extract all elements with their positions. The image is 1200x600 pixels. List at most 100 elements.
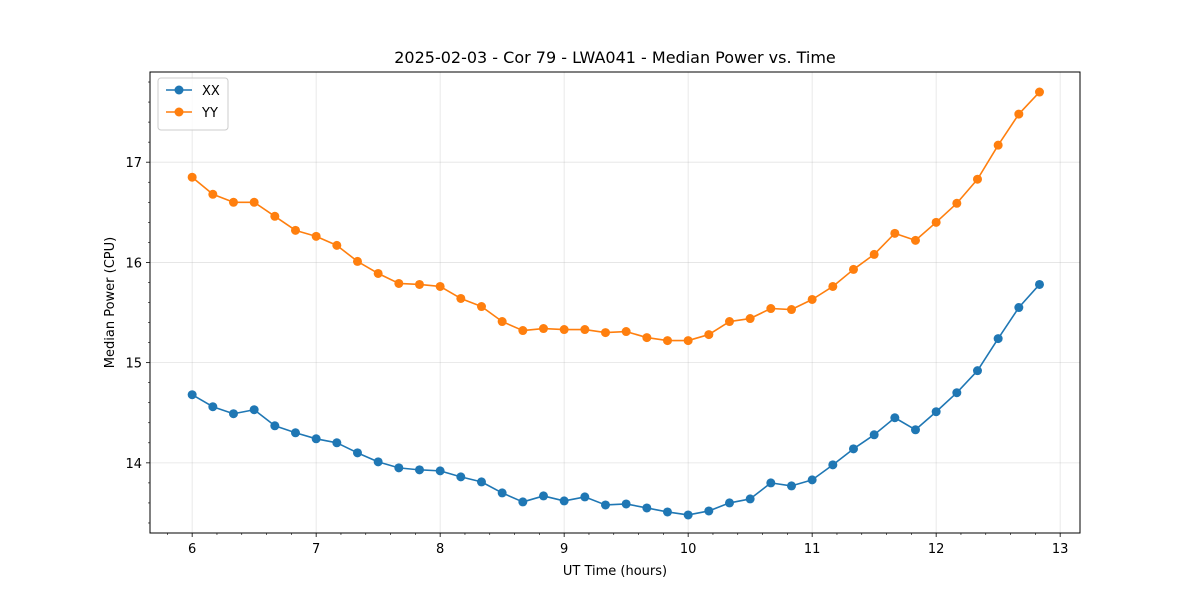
data-point-xx bbox=[662, 507, 672, 517]
data-point-yy bbox=[869, 249, 879, 259]
data-point-yy bbox=[786, 305, 796, 315]
data-point-xx bbox=[352, 448, 362, 458]
data-point-yy bbox=[931, 217, 941, 227]
data-point-xx bbox=[249, 405, 259, 415]
data-point-yy bbox=[435, 281, 445, 291]
y-tick-label: 16 bbox=[125, 256, 142, 271]
data-point-xx bbox=[910, 425, 920, 435]
data-point-yy bbox=[187, 172, 197, 182]
data-point-yy bbox=[538, 324, 548, 334]
x-tick-label: 7 bbox=[312, 542, 320, 557]
data-point-yy bbox=[270, 211, 280, 221]
x-axis-label: UT Time (hours) bbox=[563, 564, 667, 579]
x-tick-label: 13 bbox=[1052, 542, 1069, 557]
data-point-yy bbox=[228, 197, 238, 207]
data-point-yy bbox=[890, 228, 900, 238]
data-point-xx bbox=[724, 498, 734, 508]
data-point-xx bbox=[766, 478, 776, 488]
data-point-yy bbox=[683, 336, 693, 346]
data-point-yy bbox=[1014, 109, 1024, 119]
data-point-yy bbox=[456, 293, 466, 303]
data-point-xx bbox=[1014, 303, 1024, 313]
data-point-yy bbox=[290, 225, 300, 235]
data-point-yy bbox=[642, 333, 652, 343]
legend-label: YY bbox=[201, 106, 218, 121]
data-point-xx bbox=[414, 465, 424, 475]
data-point-yy bbox=[621, 327, 631, 337]
data-point-yy bbox=[580, 325, 590, 335]
y-axis-label: Median Power (CPU) bbox=[103, 237, 118, 368]
data-point-yy bbox=[208, 189, 218, 199]
y-tick-label: 17 bbox=[125, 156, 142, 171]
legend: XX YY bbox=[157, 77, 229, 131]
data-point-yy bbox=[559, 325, 569, 335]
data-point-yy bbox=[249, 197, 259, 207]
data-point-xx bbox=[270, 421, 280, 431]
chart-title: 2025-02-03 - Cor 79 - LWA041 - Median Po… bbox=[394, 48, 836, 67]
legend-label: XX bbox=[202, 84, 220, 99]
data-point-xx bbox=[311, 434, 321, 444]
data-point-xx bbox=[704, 506, 714, 516]
data-point-xx bbox=[890, 413, 900, 423]
data-point-xx bbox=[972, 366, 982, 376]
data-point-yy bbox=[332, 240, 342, 250]
data-point-xx bbox=[559, 496, 569, 506]
data-point-xx bbox=[435, 466, 445, 476]
data-point-xx bbox=[931, 407, 941, 417]
data-point-xx bbox=[683, 510, 693, 520]
data-point-xx bbox=[580, 492, 590, 502]
y-tick-label: 14 bbox=[125, 457, 142, 472]
legend-entry-xx: XX bbox=[166, 84, 220, 99]
grid bbox=[150, 72, 1080, 533]
data-point-yy bbox=[724, 317, 734, 327]
data-point-xx bbox=[621, 499, 631, 509]
data-point-yy bbox=[807, 294, 817, 304]
data-point-yy bbox=[993, 140, 1003, 150]
data-point-xx bbox=[538, 491, 548, 501]
x-tick-label: 6 bbox=[188, 542, 196, 557]
data-point-yy bbox=[497, 317, 507, 327]
data-point-yy bbox=[476, 302, 486, 312]
data-point-yy bbox=[952, 198, 962, 208]
data-point-yy bbox=[972, 174, 982, 184]
data-point-xx bbox=[456, 472, 466, 482]
data-point-xx bbox=[208, 402, 218, 412]
data-point-xx bbox=[1034, 279, 1044, 289]
data-point-xx bbox=[745, 494, 755, 504]
data-point-yy bbox=[704, 330, 714, 340]
x-tick-label: 10 bbox=[680, 542, 697, 557]
data-point-xx bbox=[373, 457, 383, 467]
data-point-yy bbox=[414, 279, 424, 289]
data-point-xx bbox=[228, 409, 238, 419]
data-point-yy bbox=[394, 278, 404, 288]
data-point-xx bbox=[187, 390, 197, 400]
data-point-xx bbox=[952, 388, 962, 398]
data-point-yy bbox=[1034, 87, 1044, 97]
data-point-yy bbox=[848, 264, 858, 274]
data-point-xx bbox=[807, 475, 817, 485]
data-point-xx bbox=[394, 463, 404, 473]
data-point-yy bbox=[373, 268, 383, 278]
data-point-xx bbox=[993, 334, 1003, 344]
data-point-xx bbox=[332, 438, 342, 448]
data-point-yy bbox=[662, 336, 672, 346]
series-xx bbox=[187, 279, 1044, 520]
data-point-xx bbox=[600, 500, 610, 510]
data-point-xx bbox=[476, 477, 486, 487]
series-layer bbox=[187, 87, 1044, 520]
data-point-yy bbox=[518, 326, 528, 336]
x-axis: 6 7 8 9 10 11 12 13 bbox=[167, 533, 1068, 557]
x-tick-label: 12 bbox=[928, 542, 945, 557]
data-point-yy bbox=[766, 304, 776, 314]
data-point-xx bbox=[642, 503, 652, 513]
data-point-xx bbox=[518, 497, 528, 507]
y-axis: 14 15 16 17 bbox=[125, 81, 150, 524]
data-point-yy bbox=[311, 231, 321, 241]
data-point-xx bbox=[828, 460, 838, 470]
data-point-xx bbox=[869, 430, 879, 440]
data-point-yy bbox=[745, 314, 755, 324]
data-point-yy bbox=[828, 281, 838, 291]
data-point-xx bbox=[786, 481, 796, 491]
legend-swatch-marker bbox=[174, 85, 184, 95]
